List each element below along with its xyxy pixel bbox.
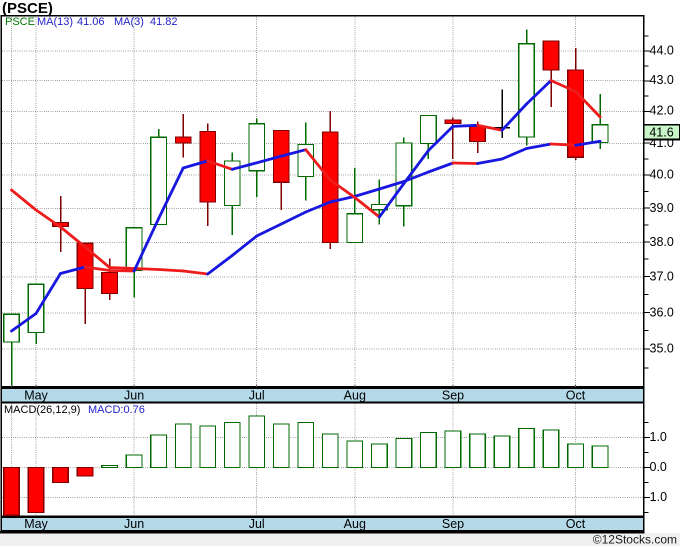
svg-text:42.0: 42.0: [650, 104, 674, 118]
svg-text:MA(3): MA(3): [114, 16, 144, 28]
svg-text:37.0: 37.0: [650, 269, 674, 283]
svg-text:Jul: Jul: [249, 517, 265, 531]
svg-text:©12Stocks.com: ©12Stocks.com: [593, 533, 677, 547]
svg-text:May: May: [24, 389, 48, 403]
svg-text:0.0: 0.0: [650, 460, 667, 474]
svg-text:Sep: Sep: [442, 517, 464, 531]
svg-text:41.82: 41.82: [150, 16, 178, 28]
svg-text:MA(13): MA(13): [37, 16, 73, 28]
svg-text:44.0: 44.0: [650, 43, 674, 57]
svg-text:Oct: Oct: [566, 389, 586, 403]
svg-text:1.0: 1.0: [650, 430, 667, 444]
svg-text:Oct: Oct: [566, 517, 586, 531]
svg-text:PSCE: PSCE: [5, 16, 35, 28]
svg-text:38.0: 38.0: [650, 235, 674, 249]
svg-text:(PSCE): (PSCE): [2, 0, 53, 17]
svg-text:43.0: 43.0: [650, 73, 674, 87]
svg-text:35.0: 35.0: [650, 342, 674, 356]
svg-text:Aug: Aug: [344, 517, 366, 531]
svg-text:39.0: 39.0: [650, 201, 674, 215]
svg-text:41.6: 41.6: [649, 126, 673, 140]
svg-text:40.0: 40.0: [650, 167, 674, 181]
svg-text:Jul: Jul: [249, 389, 265, 403]
svg-text:Sep: Sep: [442, 389, 464, 403]
svg-text:Jun: Jun: [124, 517, 144, 531]
svg-text:MACD:0.76: MACD:0.76: [88, 404, 145, 416]
svg-text:Jun: Jun: [124, 389, 144, 403]
svg-text:-1.0: -1.0: [646, 490, 668, 504]
svg-text:41.06: 41.06: [77, 16, 105, 28]
svg-text:May: May: [24, 517, 48, 531]
svg-text:MACD(26,12,9): MACD(26,12,9): [4, 404, 80, 416]
svg-text:Aug: Aug: [344, 389, 366, 403]
svg-text:36.0: 36.0: [650, 305, 674, 319]
